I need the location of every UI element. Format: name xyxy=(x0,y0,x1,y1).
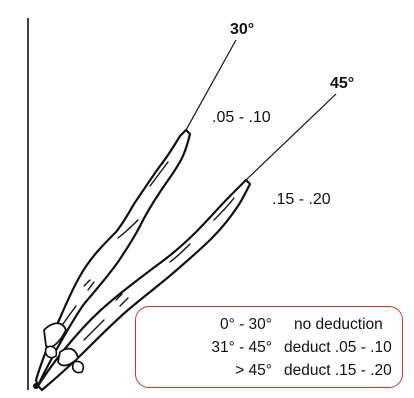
legend-range: 31° - 45° xyxy=(211,339,272,356)
deduction-legend: 0° - 30° no deduction 31° - 45° deduct .… xyxy=(135,306,403,388)
legend-deduction: deduct .15 - .20 xyxy=(284,362,392,379)
angle-label-30: 30° xyxy=(230,21,255,38)
legend-range: 0° - 30° xyxy=(219,316,272,333)
gymnast-30-figure xyxy=(34,128,192,388)
pivot-point xyxy=(33,383,39,389)
band-label-45: .15 - .20 xyxy=(272,191,331,208)
legend-deduction: deduct .05 - .10 xyxy=(284,339,392,356)
legend-range: > 45° xyxy=(235,362,272,379)
gymnast-45-figure xyxy=(36,178,252,392)
angle-label-45: 45° xyxy=(330,75,355,92)
guide-line-45 xyxy=(245,93,337,181)
guide-line-30 xyxy=(185,39,237,131)
band-label-30: .05 - .10 xyxy=(212,109,271,126)
legend-deduction: no deduction xyxy=(294,316,383,333)
